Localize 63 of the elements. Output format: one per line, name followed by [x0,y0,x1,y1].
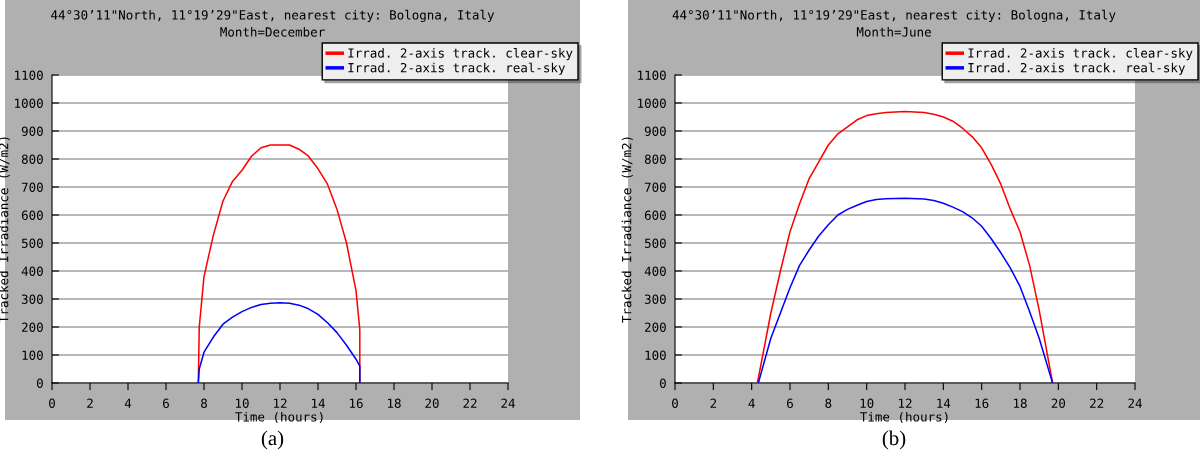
legend-label: Irrad. 2-axis track. clear-sky [968,48,1193,61]
x-tick-label: 24 [1128,398,1142,408]
x-tick-label: 2 [87,398,93,408]
chart-subtitle: Month=December [220,26,325,37]
chart-title: 44°30’11"North, 11°19’29"East, nearest city: Bologna, Italy [672,9,1116,23]
y-tick-label: 500 [644,238,666,248]
x-tick-label: 12 [273,398,287,408]
y-tick-label: 1000 [638,98,666,108]
x-tick-label: 18 [1013,398,1027,409]
y-tick-label: 1100 [15,70,43,80]
x-tick-label: 0 [49,398,55,409]
y-tick-label: 100 [22,350,43,360]
y-tick-label: 400 [644,266,666,276]
y-tick-label: 900 [644,126,666,136]
x-axis-title: Time (hours) [860,411,948,424]
x-tick-label: 14 [937,398,951,408]
chart-title: 44°30’11"North, 11°19’29"East, nearest city: Bologna, Italy [51,9,495,23]
x-tick-label: 6 [787,398,793,409]
x-tick-label: 14 [311,398,325,408]
x-tick-label: 10 [235,398,249,409]
x-axis-title: Time (hours) [235,411,323,424]
legend-label: Irrad. 2-axis track. real-sky [348,62,565,75]
y-tick-label: 200 [645,322,666,332]
x-tick-label: 4 [124,398,132,408]
x-tick-label: 2 [710,398,717,408]
x-tick-label: 18 [387,398,401,409]
x-tick-label: 16 [975,398,989,409]
text: (b) [882,430,906,450]
x-tick-label: 8 [825,398,832,409]
x-tick-label: 12 [898,398,912,408]
y-tick-label: 300 [644,294,666,304]
y-tick-label: 700 [644,182,666,192]
text: (a) [261,430,284,450]
y-axis-title: Tracked Irradiance (W/m2) [621,137,633,323]
y-tick-label: 300 [21,294,43,304]
x-tick-label: 0 [672,398,678,409]
y-tick-label: 400 [21,266,43,276]
x-tick-label: 6 [163,398,169,409]
x-tick-label: 22 [463,398,477,408]
x-tick-label: 4 [748,398,755,408]
chart-subtitle: Month=June [856,26,931,37]
x-tick-label: 20 [1051,398,1066,409]
y-tick-label: 0 [36,378,43,388]
x-tick-label: 8 [201,398,207,409]
x-tick-label: 22 [1090,398,1104,408]
y-tick-label: 600 [644,210,666,220]
y-tick-label: 1000 [15,98,43,108]
y-tick-label: 800 [644,154,666,164]
y-tick-label: 700 [21,182,43,192]
y-tick-label: 1100 [638,70,666,80]
x-tick-label: 20 [425,398,439,409]
legend-label: Irrad. 2-axis track. real-sky [968,62,1185,75]
y-tick-label: 0 [659,378,666,388]
y-tick-label: 900 [21,126,43,136]
x-tick-label: 10 [860,398,874,409]
y-tick-label: 500 [21,238,43,248]
y-tick-label: 200 [22,322,43,332]
y-tick-label: 100 [645,350,666,360]
y-tick-label: 600 [21,210,43,220]
legend-label: Irrad. 2-axis track. clear-sky [348,48,573,61]
x-tick-label: 16 [349,398,363,409]
y-tick-label: 800 [21,154,43,164]
x-tick-label: 24 [501,398,515,408]
